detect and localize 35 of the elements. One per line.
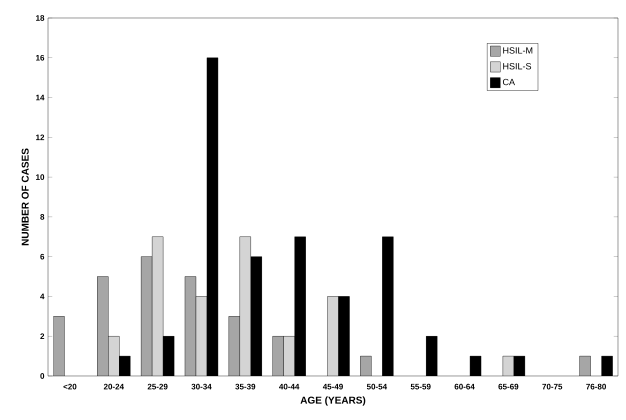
bar [283, 336, 295, 376]
x-tick-label: 45-49 [322, 384, 343, 390]
y-tick-label: 16 [36, 54, 44, 61]
x-tick-label: 35-39 [235, 384, 256, 390]
legend-label: HSIL-M [503, 47, 532, 54]
x-tick-label: 30-34 [191, 384, 212, 390]
bar [240, 236, 252, 376]
x-tick-label: 70-75 [542, 384, 562, 390]
legend-label: HSIL-S [503, 63, 532, 70]
x-tick-label: 55-59 [410, 384, 431, 390]
x-tick-label: 20-24 [104, 384, 124, 390]
y-tick-label: 18 [36, 15, 44, 21]
legend-label: CA [502, 78, 515, 86]
bar [327, 296, 339, 376]
bar [152, 236, 164, 376]
x-tick-label: 65-69 [498, 384, 518, 390]
y-tick-label: 14 [36, 94, 44, 100]
y-tick-label: 0 [40, 373, 44, 379]
bar [196, 296, 208, 376]
x-tick-label: <20 [63, 384, 76, 390]
y-tick-label: 4 [40, 294, 44, 300]
y-axis-title: NUMBER OF CASES [22, 148, 29, 246]
x-tick-label: 60-64 [454, 384, 475, 390]
y-tick-label: 8 [40, 214, 44, 220]
y-tick-label: 6 [40, 254, 44, 260]
x-tick-label: 40-44 [279, 384, 300, 390]
bar [502, 356, 514, 376]
x-tick-label: 76-80 [586, 384, 606, 390]
y-tick-label: 10 [36, 174, 44, 180]
x-tick-label: 50-54 [366, 384, 388, 390]
y-tick-label: 12 [36, 134, 44, 140]
y-tick-label: 2 [40, 333, 44, 340]
bar [108, 336, 120, 376]
x-tick-label: 25-29 [148, 384, 168, 390]
x-axis-title: AGE (YEARS) [300, 396, 366, 406]
